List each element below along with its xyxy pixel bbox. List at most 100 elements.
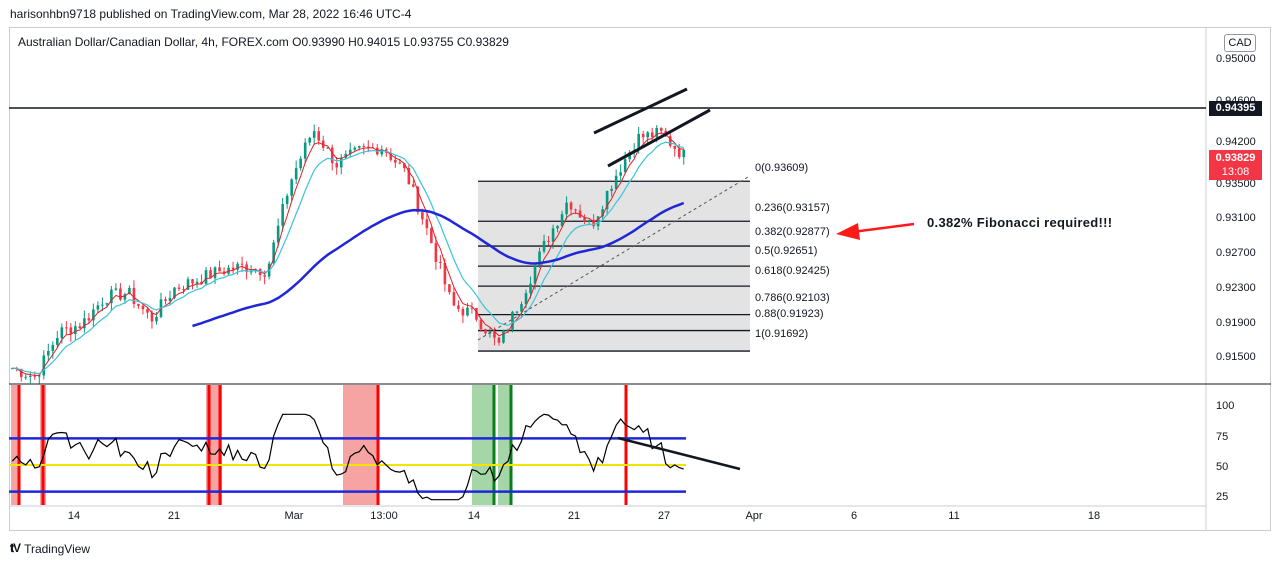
candle-body: [596, 216, 600, 227]
time-axis-label: 13:00: [370, 510, 398, 522]
candle-body: [524, 293, 528, 305]
ema-mid-line: [12, 141, 684, 375]
tradingview-logo-text: TradingView: [24, 541, 91, 556]
candle-body: [308, 137, 311, 143]
candle-body: [605, 190, 609, 210]
candle-body: [249, 271, 253, 273]
candle-body: [470, 307, 474, 309]
indicator-highlight-zones: [11, 385, 512, 505]
candle-body: [326, 147, 330, 149]
candle-body: [303, 142, 307, 159]
candle-body: [601, 209, 604, 217]
candle-body: [475, 307, 478, 320]
candle-body: [416, 186, 420, 213]
channel-upper-trendline: [593, 87, 688, 135]
indicator-axis-label: 25: [1216, 491, 1229, 503]
price-axis-label: 0.92300: [1216, 282, 1256, 294]
time-axis-label: Apr: [745, 510, 763, 522]
candle-body: [150, 312, 154, 322]
candle-body: [578, 210, 582, 218]
candle-body: [51, 344, 55, 351]
candle-body: [348, 149, 352, 154]
candle-body: [623, 159, 627, 173]
annotation-arrow: [836, 222, 915, 240]
candle-body: [641, 133, 645, 138]
candle-body: [452, 292, 456, 306]
candle-body: [164, 299, 167, 301]
currency-badge[interactable]: CAD: [1224, 34, 1256, 52]
fibonacci-annotation-text: 0.382% Fibonacci required!!!: [927, 215, 1113, 230]
candle-body: [114, 288, 118, 290]
chart-frame: [9, 27, 1271, 531]
highlight-green-zone: [472, 385, 494, 505]
candle-body: [357, 146, 361, 148]
candle-body: [668, 136, 672, 146]
candle-body: [69, 327, 73, 334]
candle-body: [538, 251, 541, 266]
candle-body: [47, 350, 50, 356]
candle-body: [529, 283, 532, 294]
candle-body: [484, 329, 487, 334]
highlight-green-zone: [498, 385, 512, 505]
candle-body: [236, 263, 239, 270]
fib-level-label: 0.5(0.92651): [755, 245, 818, 257]
candle-body: [182, 288, 185, 290]
price-axis-label: 0.93100: [1216, 212, 1256, 224]
candle-body: [110, 289, 113, 304]
tradingview-footer[interactable]: 𝐭V TradingView: [10, 541, 90, 556]
channel-lower-trendline: [607, 108, 711, 168]
candle-body: [78, 326, 82, 329]
candle-body: [28, 375, 32, 377]
candle-body: [290, 179, 293, 196]
candle-body: [619, 172, 622, 176]
candle-body: [272, 242, 275, 264]
indicator-oscillator-line: [11, 413, 684, 501]
candle-body: [542, 240, 546, 252]
candle-body: [655, 127, 659, 138]
candle-body: [128, 287, 131, 295]
candle-body: [186, 279, 190, 290]
price-axis-label: 0.91900: [1216, 317, 1256, 329]
candle-body: [168, 297, 172, 301]
candle-body: [430, 228, 433, 244]
candle-body: [479, 319, 483, 330]
time-axis-label: 21: [167, 510, 181, 522]
candle-body: [263, 275, 266, 277]
candle-body: [493, 331, 496, 338]
highlight-red-zone: [11, 385, 19, 505]
time-axis-label: 6: [850, 510, 858, 522]
candle-body: [380, 149, 384, 155]
candle-body: [673, 145, 677, 149]
indicator-signal-lines: [17, 385, 628, 505]
candle-body: [439, 261, 442, 263]
candle-body: [560, 214, 564, 227]
time-axis-label: 18: [1087, 510, 1101, 522]
candle-body: [502, 330, 505, 343]
candle-body: [33, 375, 37, 377]
fib-diagonal-line: [477, 176, 749, 341]
candle-body: [276, 225, 280, 243]
indicator-axis-label: 50: [1216, 461, 1229, 473]
candle-body: [231, 267, 235, 270]
candle-body: [394, 159, 397, 163]
candle-body: [335, 163, 339, 168]
price-axis-label: 0.93500: [1216, 178, 1256, 190]
candle-body: [677, 148, 681, 158]
candle-body: [330, 147, 334, 164]
price-axis-label: 0.95000: [1216, 53, 1256, 65]
candle-body: [83, 318, 86, 329]
symbol-ohlc-line: Australian Dollar/Canadian Dollar, 4h, F…: [18, 35, 509, 49]
candle-body: [213, 267, 217, 279]
fib-level-label: 0.382(0.92877): [755, 226, 830, 238]
candle-body: [19, 368, 23, 377]
fib-level-label: 0.618(0.92425): [755, 265, 830, 277]
candle-body: [407, 168, 411, 185]
candle-body: [105, 303, 109, 305]
candle-body: [209, 270, 212, 279]
candle-body: [177, 287, 181, 289]
candle-body: [141, 305, 145, 310]
candle-body: [74, 326, 77, 334]
candle-body: [24, 376, 28, 378]
candle-body: [285, 195, 289, 205]
